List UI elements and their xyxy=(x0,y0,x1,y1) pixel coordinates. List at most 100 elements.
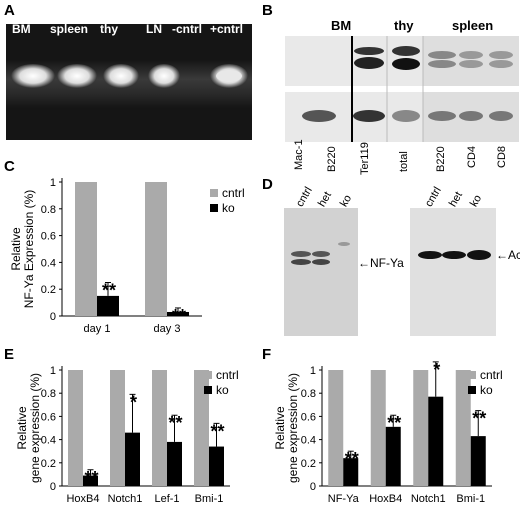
panel-c-label: C xyxy=(4,158,15,175)
legend-label-cntrl: cntrl xyxy=(222,186,245,200)
y-tick-label: 0.2 xyxy=(301,458,316,470)
lane-label-bm: BM xyxy=(12,22,31,36)
significance-marker: ** xyxy=(210,421,224,441)
bar-cntrl-day 1 xyxy=(75,182,97,316)
y-tick-label: 0.8 xyxy=(301,388,316,400)
panel-e-label: E xyxy=(4,346,15,363)
band-label-actin: ←Actin xyxy=(496,248,520,262)
gel-band-bm xyxy=(11,64,55,88)
y-axis-label-line1: Relative xyxy=(15,406,29,450)
bar-cntrl-Notch1 xyxy=(110,370,125,486)
x-tick-label: Bmi-1 xyxy=(456,493,485,505)
y-tick-label: 0.8 xyxy=(41,204,56,216)
significance-marker: ** xyxy=(472,409,486,429)
blot-lane-cd8: CD8 xyxy=(496,145,508,168)
blot-lane-mac1: Mac-1 xyxy=(293,139,305,170)
legend-swatch-ko xyxy=(204,386,212,394)
bar-cntrl-HoxB4 xyxy=(370,370,386,486)
blot-lane-b220-spleen: B220 xyxy=(435,146,447,172)
bar-ko-Bmi-1 xyxy=(470,436,486,486)
legend-label-ko: ko xyxy=(480,383,493,397)
chart-e: 0 0.2 0.4 0.6 0.8 1 Relative gene expression (%… xyxy=(15,365,239,505)
bar-ko-Notch1 xyxy=(125,432,140,486)
x-tick-label: day 3 xyxy=(154,323,181,335)
panel-d-label: D xyxy=(262,176,273,193)
significance-marker: ** xyxy=(84,468,98,488)
bar-ko-day 1 xyxy=(97,295,119,316)
y-axis-label: Relative gene expression (%) xyxy=(273,373,300,483)
d-right-lane-ko: ko xyxy=(468,192,485,209)
x-tick-label: Notch1 xyxy=(411,493,446,505)
lane-label-spleen: spleen xyxy=(50,22,89,36)
significance-marker: ** xyxy=(172,306,186,326)
lane-label-ln: LN xyxy=(146,22,162,36)
y-tick-label: 0.8 xyxy=(41,388,56,400)
chart-f: 0 0.2 0.4 0.6 0.8 1 Relative gene expression (%… xyxy=(273,360,503,505)
y-tick-label: 0.4 xyxy=(41,257,56,269)
bar-ko-HoxB4 xyxy=(385,426,401,486)
y-tick-label: 0.2 xyxy=(41,458,56,470)
y-tick-label: 0.6 xyxy=(41,231,56,243)
legend-swatch-cntrl xyxy=(468,371,476,379)
group-label-spleen: spleen xyxy=(452,18,494,33)
y-axis-label: Relative gene expression (%) xyxy=(15,373,42,483)
y-axis-label-line2: gene expression (%) xyxy=(28,373,42,483)
y-tick-label: 0.4 xyxy=(41,435,56,447)
y-tick-label: 0.6 xyxy=(301,411,316,423)
y-tick-label: 0 xyxy=(50,481,56,493)
y-tick-label: 0.4 xyxy=(301,435,316,447)
bar-ko-Lef-1 xyxy=(167,441,182,486)
group-label-thy: thy xyxy=(394,18,414,33)
y-axis-label-line1: Relative xyxy=(9,227,23,271)
x-tick-label: HoxB4 xyxy=(66,493,99,505)
legend-swatch-ko xyxy=(210,204,218,212)
panel-b-label: B xyxy=(262,2,273,19)
lane-label-pos-ctrl: +cntrl xyxy=(210,22,244,36)
legend-label-cntrl: cntrl xyxy=(216,368,239,382)
bar-ko-Bmi-1 xyxy=(209,446,224,486)
blot-lane-b220-bm: B220 xyxy=(326,146,338,172)
x-tick-label: NF-Ya xyxy=(328,493,360,505)
x-tick-label: day 1 xyxy=(84,323,111,335)
d-left-lane-ko: ko xyxy=(338,192,355,209)
gel-band-ln xyxy=(148,64,180,88)
group-label-bm: BM xyxy=(331,18,352,33)
bar-cntrl-Bmi-1 xyxy=(455,370,471,486)
gel-band-spleen xyxy=(57,64,97,88)
significance-marker: * xyxy=(433,360,440,380)
significance-marker: ** xyxy=(345,449,359,469)
y-tick-label: 0.2 xyxy=(41,284,56,296)
significance-marker: ** xyxy=(387,413,401,433)
blot-lane-ter119: Ter119 xyxy=(359,142,371,175)
bar-ko-NF-Ya xyxy=(343,458,359,486)
d-left-lane-cntrl: cntrl xyxy=(294,185,315,209)
blot-lane-cd4: CD4 xyxy=(466,145,478,168)
legend-label-ko: ko xyxy=(222,201,235,215)
bar-cntrl-HoxB4 xyxy=(68,370,83,486)
y-axis-label-line1: Relative xyxy=(273,406,287,450)
y-axis-label: Relative NF-Ya Expression (%) xyxy=(9,190,36,308)
legend-swatch-cntrl xyxy=(204,371,212,379)
lane-label-neg-ctrl: -cntrl xyxy=(172,22,202,36)
bar-cntrl-Notch1 xyxy=(413,370,429,486)
legend-swatch-ko xyxy=(468,386,476,394)
gel-band-thy xyxy=(103,64,139,88)
band-label-nfya: ←NF-Ya xyxy=(358,256,404,270)
x-tick-label: Bmi-1 xyxy=(195,493,224,505)
bar-ko-Notch1 xyxy=(428,396,444,486)
y-axis-label-line2: gene expression (%) xyxy=(286,373,300,483)
d-right-lane-cntrl: cntrl xyxy=(423,185,444,209)
bar-cntrl-Lef-1 xyxy=(152,370,167,486)
y-tick-label: 1 xyxy=(50,177,56,189)
bar-cntrl-NF-Ya xyxy=(328,370,344,486)
x-tick-label: HoxB4 xyxy=(369,493,402,505)
lane-label-thy: thy xyxy=(100,22,118,36)
legend-label-cntrl: cntrl xyxy=(480,368,503,382)
y-tick-label: 0 xyxy=(50,311,56,323)
blot-lane-total: total xyxy=(398,151,410,172)
panel-a-bands xyxy=(11,64,248,88)
y-tick-label: 0 xyxy=(310,481,316,493)
chart-c: 0 0.2 0.4 0.6 0.8 1 Relative NF-Ya Expression (… xyxy=(9,177,245,335)
bar-cntrl-day 3 xyxy=(145,182,167,316)
panel-b-blots xyxy=(285,36,519,142)
